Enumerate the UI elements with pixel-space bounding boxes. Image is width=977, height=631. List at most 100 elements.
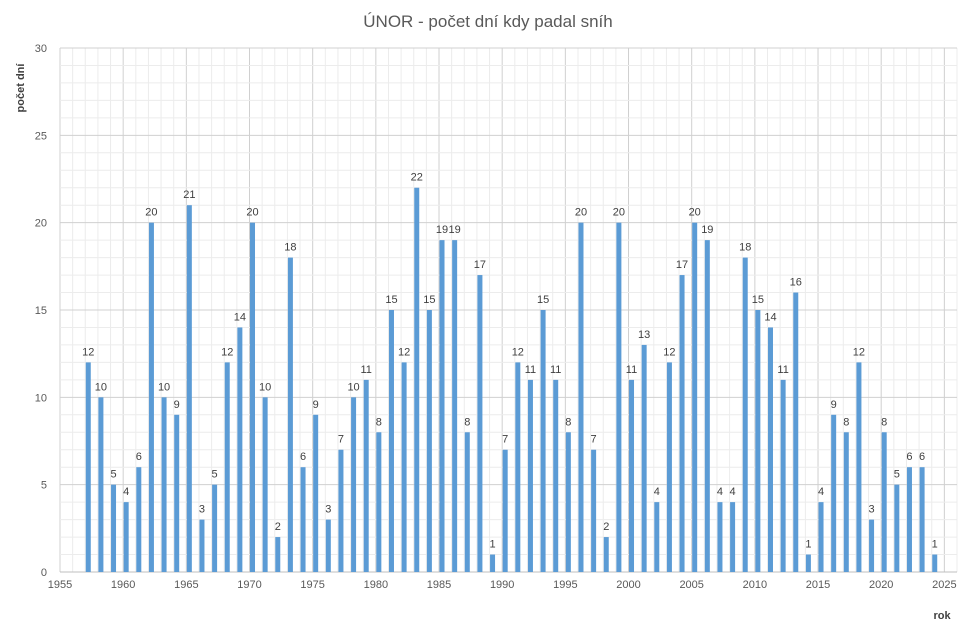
bar [565, 432, 571, 572]
bar [717, 502, 723, 572]
bar [136, 467, 142, 572]
x-tick-label: 2000 [616, 579, 640, 591]
data-label: 9 [313, 399, 319, 411]
x-tick-label: 1985 [427, 579, 451, 591]
data-label: 4 [818, 486, 824, 498]
bar [287, 257, 293, 572]
y-tick-label: 10 [35, 392, 47, 404]
data-label: 9 [831, 399, 837, 411]
data-label: 17 [676, 259, 688, 271]
data-label: 4 [730, 486, 736, 498]
data-label: 7 [502, 434, 508, 446]
data-label: 14 [234, 311, 246, 323]
data-label: 8 [565, 416, 571, 428]
bar [843, 432, 849, 572]
data-label: 6 [300, 451, 306, 463]
x-tick-label: 1980 [364, 579, 388, 591]
y-tick-label: 25 [35, 130, 47, 142]
data-label: 19 [449, 224, 461, 236]
bar [805, 554, 811, 572]
bar [224, 362, 230, 572]
x-tick-label: 2005 [679, 579, 703, 591]
data-label: 10 [158, 381, 170, 393]
data-labels: 1210546201092135121420102186937101181512… [82, 172, 938, 551]
data-label: 4 [123, 486, 129, 498]
bar [704, 240, 710, 572]
bar [831, 414, 837, 572]
y-tick-label: 30 [35, 43, 47, 55]
data-label: 12 [82, 346, 94, 358]
data-label: 19 [701, 224, 713, 236]
data-label: 3 [199, 504, 205, 516]
data-label: 3 [869, 504, 875, 516]
data-label: 4 [654, 486, 660, 498]
data-label: 22 [411, 172, 423, 184]
data-label: 6 [906, 451, 912, 463]
bar [351, 397, 357, 572]
data-label: 11 [550, 364, 561, 376]
data-label: 10 [95, 381, 107, 393]
gridlines [59, 47, 958, 573]
bar [376, 432, 382, 572]
bar [300, 467, 306, 572]
bar [818, 502, 824, 572]
bar [692, 222, 698, 572]
data-label: 9 [174, 399, 180, 411]
bar [502, 449, 508, 572]
data-label: 1 [489, 539, 495, 551]
bar [767, 327, 773, 572]
bar [401, 362, 407, 572]
bar [325, 519, 331, 572]
x-axis-label: rok [933, 610, 951, 622]
bar [869, 519, 875, 572]
x-tick-label: 2015 [806, 579, 830, 591]
x-tick-label: 1955 [48, 579, 72, 591]
data-label: 15 [423, 294, 435, 306]
bar [237, 327, 243, 572]
bar [212, 484, 218, 572]
bar [85, 362, 91, 572]
data-label: 2 [603, 521, 609, 533]
bar [894, 484, 900, 572]
bar [186, 205, 192, 572]
data-label: 5 [212, 469, 218, 481]
data-label: 11 [361, 364, 372, 376]
bar [464, 432, 470, 572]
bar [755, 310, 761, 572]
data-label: 7 [591, 434, 597, 446]
data-label: 11 [777, 364, 788, 376]
bar [679, 275, 685, 572]
bar [452, 240, 458, 572]
data-label: 2 [275, 521, 281, 533]
data-label: 14 [764, 311, 776, 323]
bar [490, 554, 496, 572]
bar [629, 379, 635, 572]
bar [313, 414, 319, 572]
x-tick-label: 1995 [553, 579, 577, 591]
data-label: 5 [894, 469, 900, 481]
data-label: 20 [246, 207, 258, 219]
bar [856, 362, 862, 572]
bar [161, 397, 167, 572]
data-label: 18 [739, 242, 751, 254]
data-label: 5 [110, 469, 116, 481]
bar [641, 344, 647, 572]
data-label: 7 [338, 434, 344, 446]
y-axis-label: počet dní [15, 63, 27, 113]
data-label: 18 [284, 242, 296, 254]
bar [148, 222, 154, 572]
bar [527, 379, 533, 572]
data-label: 10 [259, 381, 271, 393]
bar [616, 222, 622, 572]
data-label: 12 [398, 346, 410, 358]
bar [174, 414, 180, 572]
data-label: 15 [537, 294, 549, 306]
data-label: 16 [790, 277, 802, 289]
bar [98, 397, 104, 572]
data-label: 13 [638, 329, 650, 341]
data-label: 1 [932, 539, 938, 551]
data-label: 10 [347, 381, 359, 393]
bar [932, 554, 938, 572]
y-tick-label: 15 [35, 305, 47, 317]
data-label: 12 [663, 346, 675, 358]
